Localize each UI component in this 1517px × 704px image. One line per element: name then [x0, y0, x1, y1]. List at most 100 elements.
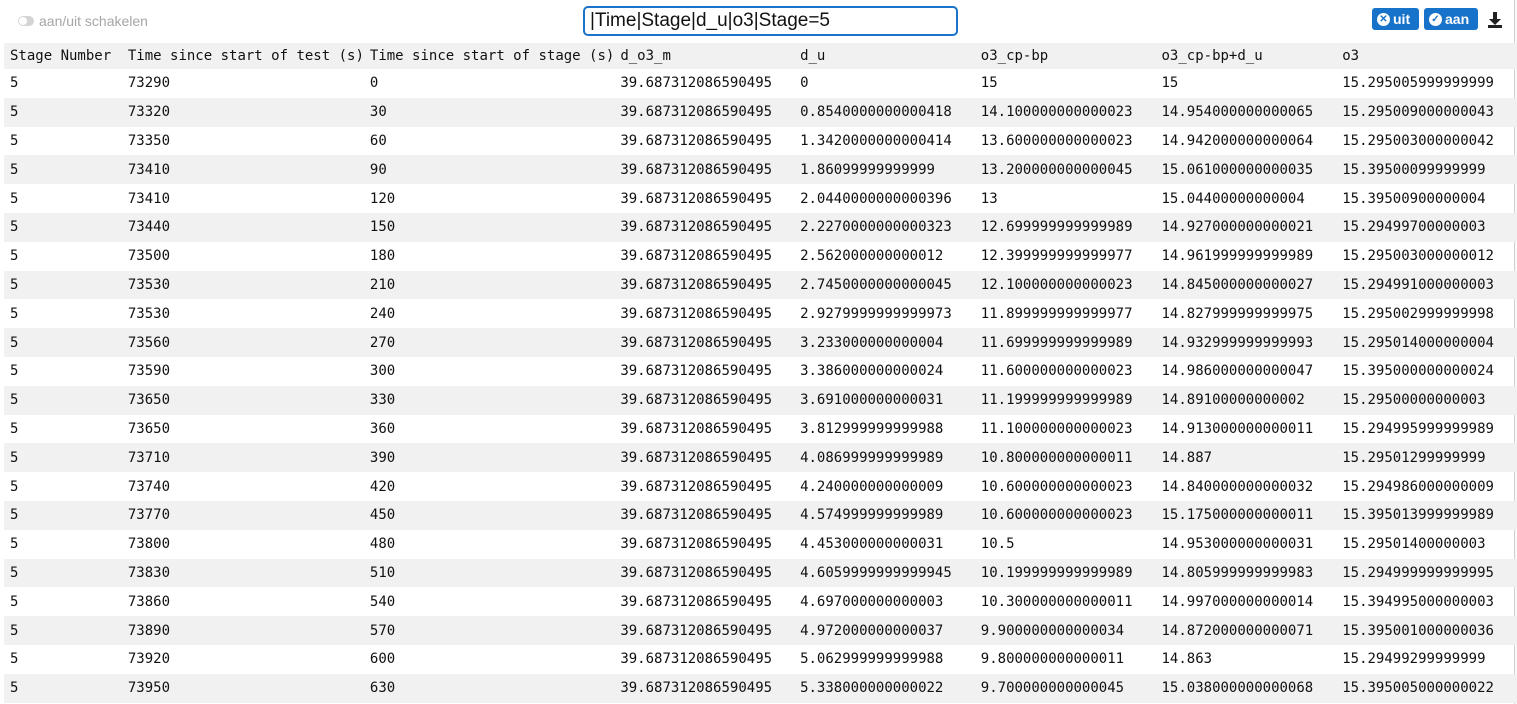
table-cell: 39.687312086590495 — [614, 443, 795, 473]
table-row: 5 73710 390 39.687312086590495 4.08699999999… — [4, 443, 1517, 473]
table-cell: 10.600000000000023 — [980, 478, 1133, 495]
table-cell: 12.100000000000023 — [974, 270, 1156, 300]
table-row: 5 73560 270 39.687312086590495 3.23300000000… — [4, 328, 1517, 357]
column-header[interactable]: o3 — [1336, 43, 1517, 69]
table-cell: 9.800000000000011 — [980, 651, 1125, 668]
table-row: 5 73590 300 39.687312086590495 3.38600000000… — [4, 357, 1517, 386]
table-cell: 73290 — [127, 75, 171, 92]
close-circle-icon: ✕ — [1377, 12, 1390, 26]
table-cell: 15.04400000000004 — [1161, 190, 1305, 207]
download-icon[interactable] — [1486, 10, 1504, 30]
table-cell: 5 — [4, 673, 122, 703]
column-header[interactable]: Stage Number — [4, 43, 122, 69]
table-cell: 14.100000000000023 — [974, 97, 1156, 127]
table-cell: 73890 — [121, 616, 364, 645]
table-cell: 9.900000000000034 — [974, 616, 1156, 645]
table-cell: 5 — [4, 558, 122, 588]
table-cell: 39.687312086590495 — [620, 75, 773, 92]
table-cell: 10.800000000000011 — [974, 443, 1156, 473]
table-row: 5 73500 180 39.687312086590495 2.56200000000… — [4, 242, 1517, 271]
table-row: 5 73440 150 39.687312086590495 2.22700000000… — [4, 212, 1517, 242]
table-cell: 73410 — [127, 190, 171, 207]
table-cell: 14.932999999999993 — [1155, 328, 1337, 357]
table-cell: 39.687312086590495 — [614, 500, 795, 530]
table-cell: 15.395001000000036 — [1336, 616, 1517, 645]
column-header[interactable]: d_u — [794, 43, 975, 69]
column-header[interactable]: o3_cp-bp — [974, 43, 1156, 69]
check-circle-icon: ✓ — [1429, 12, 1442, 26]
table-cell: 9.700000000000045 — [974, 673, 1156, 703]
table-cell: 510 — [363, 558, 615, 588]
table-row: 5 73350 60 39.687312086590495 1.342000000000… — [4, 127, 1517, 156]
table-cell: 39.687312086590495 — [614, 212, 795, 242]
table-row: 5 73740 420 39.687312086590495 4.24000000000… — [4, 472, 1517, 501]
table-cell: 570 — [363, 616, 615, 645]
toggle-all-columns[interactable]: aan/uit schakelen — [18, 11, 148, 31]
table-row: 5 73800 480 39.687312086590495 4.45300000000… — [4, 530, 1517, 559]
table-cell: 73740 — [127, 478, 171, 495]
table-cell: 180 — [369, 248, 396, 265]
table-cell: 10.300000000000011 — [980, 593, 1133, 610]
table-cell: 30 — [363, 97, 615, 127]
table-cell: 39.687312086590495 — [620, 536, 773, 553]
table-cell: 0 — [369, 75, 379, 92]
table-cell: 120 — [369, 190, 396, 207]
hide-all-label: uit — [1393, 11, 1411, 27]
table-cell: 630 — [363, 673, 615, 703]
table-cell: 13.600000000000023 — [980, 132, 1133, 149]
table-cell: 14.997000000000014 — [1161, 593, 1314, 610]
table-row: 5 73410 90 39.687312086590495 1.860999999999… — [4, 155, 1517, 185]
table-cell: 14.942000000000064 — [1161, 132, 1314, 149]
table-cell: 2.2270000000000323 — [794, 212, 975, 242]
table-cell: 11.100000000000023 — [980, 420, 1133, 437]
table-cell: 13.200000000000045 — [974, 155, 1156, 185]
table-cell: 39.687312086590495 — [614, 328, 795, 357]
table-cell: 73920 — [127, 651, 171, 668]
table-cell: 14.805999999999983 — [1155, 558, 1337, 588]
table-cell: 11.600000000000023 — [980, 363, 1133, 380]
table-cell: 4.574999999999989 — [794, 500, 975, 530]
table-cell: 5 — [10, 478, 19, 495]
column-header[interactable]: d_o3_m — [614, 43, 795, 69]
table-row: 5 73650 360 39.687312086590495 3.81299999999… — [4, 415, 1517, 444]
table-cell: 5 — [4, 328, 122, 357]
table-cell: 14.986000000000047 — [1161, 363, 1314, 380]
hide-all-button[interactable]: ✕ uit — [1372, 8, 1419, 30]
table-cell: 4.697000000000003 — [800, 593, 944, 610]
table-cell: 5 — [4, 97, 122, 127]
table-cell: 15.295014000000004 — [1336, 328, 1517, 357]
table-cell: 480 — [369, 536, 396, 553]
table-cell: 73350 — [127, 132, 171, 149]
table-cell: 360 — [369, 420, 396, 437]
table-cell: 5 — [4, 212, 122, 242]
table-cell: 14.89100000000002 — [1155, 385, 1337, 415]
table-cell: 73560 — [121, 328, 364, 357]
table-cell: 39.687312086590495 — [620, 248, 773, 265]
table-cell: 15.295009000000043 — [1336, 97, 1517, 127]
table-cell: 300 — [369, 363, 396, 380]
table-cell: 15.39500099999999 — [1336, 155, 1517, 185]
column-filter-input[interactable] — [583, 6, 958, 36]
column-header[interactable]: Time since start of test (s) — [121, 43, 364, 69]
table-row: 5 73830 510 39.687312086590495 4.60599999999… — [4, 558, 1517, 588]
table-cell: 4.240000000000009 — [800, 478, 944, 495]
table-cell: 420 — [369, 478, 396, 495]
table-cell: 73410 — [121, 155, 364, 185]
table-cell: 73830 — [121, 558, 364, 588]
table-cell: 15.294999999999995 — [1336, 558, 1517, 588]
table-cell: 73320 — [121, 97, 364, 127]
table-cell: 14.913000000000011 — [1161, 420, 1314, 437]
table-cell: 1.86099999999999 — [794, 155, 975, 185]
table-cell: 5 — [4, 385, 122, 415]
toggle-label: aan/uit schakelen — [39, 13, 148, 29]
table-cell: 2.9279999999999973 — [800, 305, 952, 322]
column-header[interactable]: Time since start of stage (s) — [363, 43, 615, 69]
table-cell: 15.294986000000009 — [1342, 478, 1494, 495]
show-all-button[interactable]: ✓ aan — [1424, 8, 1478, 30]
table-cell: 3.812999999999988 — [800, 420, 944, 437]
table-cell: 39.687312086590495 — [614, 155, 795, 185]
table-cell: 73800 — [127, 536, 171, 553]
table-cell: 2.562000000000012 — [800, 248, 944, 265]
column-header[interactable]: o3_cp-bp+d_u — [1155, 43, 1337, 69]
table-cell: 14.927000000000021 — [1155, 212, 1337, 242]
